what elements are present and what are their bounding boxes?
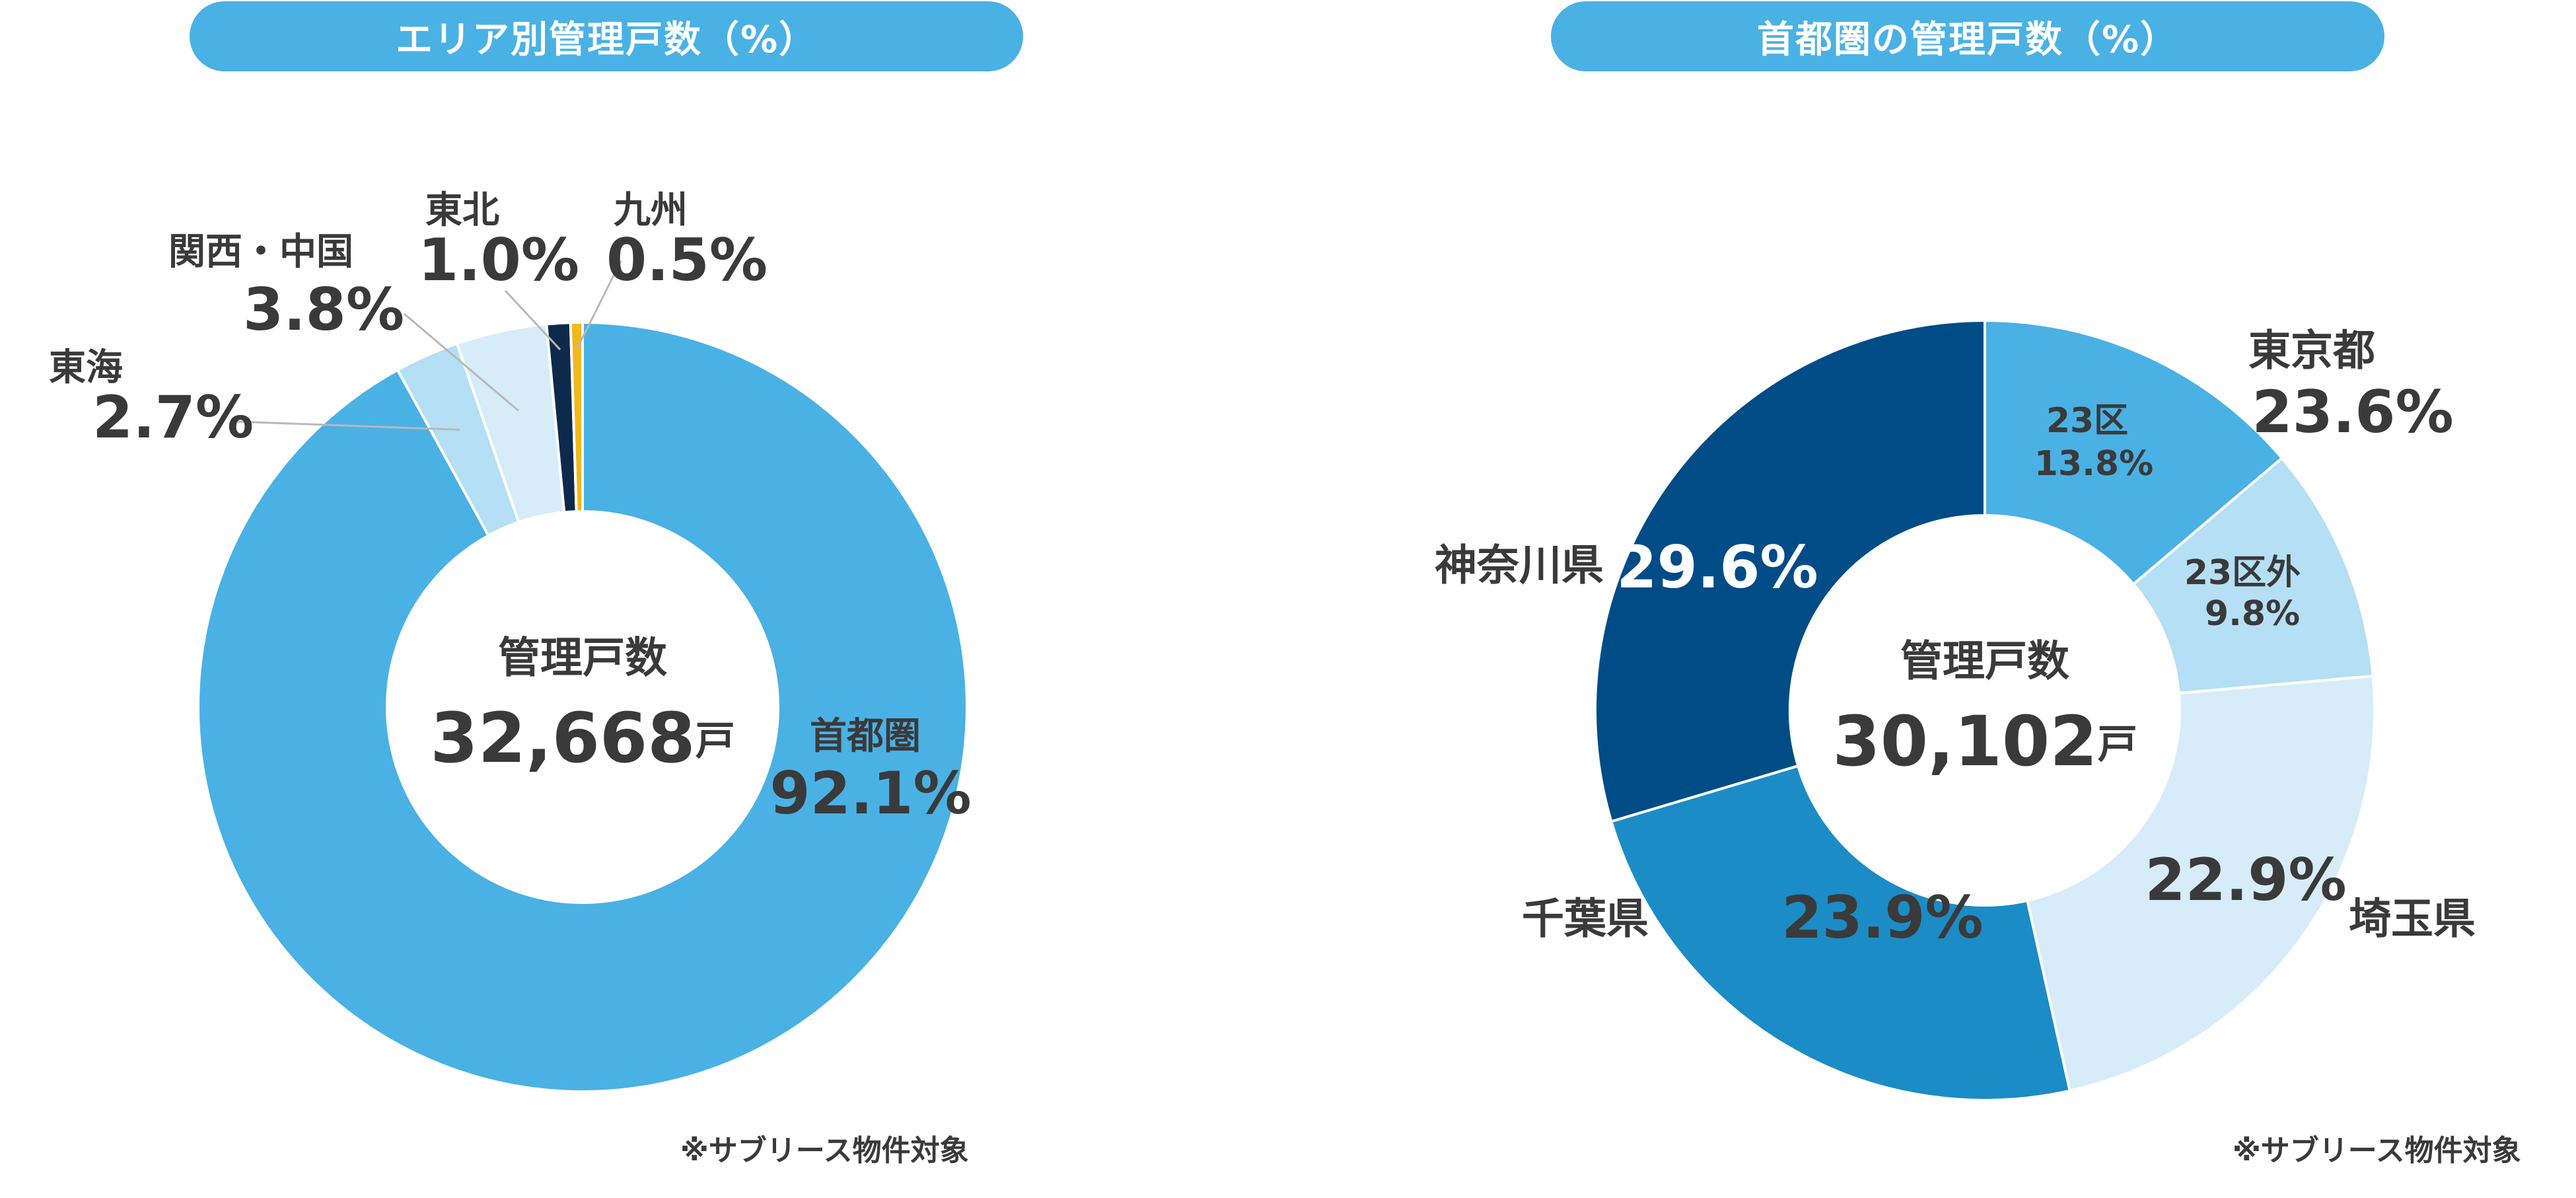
right-label-name-4: 千葉県 bbox=[1522, 895, 1649, 944]
left-center-label: 管理戸数 bbox=[498, 634, 667, 683]
left-label-name-4: 東北 bbox=[425, 189, 499, 232]
right-footnote: ※サブリース物件対象 bbox=[2233, 1134, 2521, 1168]
left-leader-line-2 bbox=[236, 420, 460, 431]
left-footnote: ※サブリース物件対象 bbox=[680, 1134, 969, 1168]
right-group-label-name: 東京都 bbox=[2248, 327, 2375, 376]
left-label-name-3: 関西・中国 bbox=[168, 231, 353, 274]
left-label-value-2: 2.7% bbox=[92, 383, 254, 451]
right-chart-title: 首都圏の管理戸数（%） bbox=[1551, 1, 2384, 71]
left-leader-line-5 bbox=[576, 260, 622, 350]
left-leader-line-4 bbox=[504, 289, 561, 351]
left-chart-title: エリア別管理戸数（%） bbox=[190, 1, 1023, 71]
slice-5 bbox=[569, 320, 584, 513]
slice-1 bbox=[197, 320, 968, 1093]
left-label-value-4: 1.0% bbox=[418, 226, 579, 294]
right-label-value-2: 9.8% bbox=[2205, 594, 2300, 634]
left-center-unit: 戸 bbox=[696, 718, 735, 765]
left-label-value-3: 3.8% bbox=[243, 276, 404, 344]
right-center-label: 管理戸数 bbox=[1900, 638, 2069, 687]
left-label-value-5: 0.5% bbox=[606, 226, 768, 294]
right-label-value-5: 29.6% bbox=[1616, 533, 1818, 601]
slice-4 bbox=[1609, 764, 2072, 1102]
left-label-name-1: 首都圏 bbox=[810, 715, 921, 758]
left-label-name-2: 東海 bbox=[49, 346, 123, 389]
left-label-name-5: 九州 bbox=[614, 189, 688, 232]
right-label-value-1: 13.8% bbox=[2034, 444, 2153, 484]
right-label-value-3: 22.9% bbox=[2145, 846, 2346, 914]
right-center-number: 30,102 bbox=[1832, 701, 2097, 782]
right-center-unit: 戸 bbox=[2098, 722, 2137, 768]
left-center-value: 32,668戸 bbox=[430, 698, 734, 778]
right-label-name-2: 23区外 bbox=[2184, 553, 2301, 593]
slice-2 bbox=[2131, 456, 2375, 695]
right-label-name-3: 埼玉県 bbox=[2349, 895, 2476, 944]
right-label-name-1: 23区 bbox=[2046, 401, 2128, 441]
right-group-label-value: 23.6% bbox=[2252, 378, 2453, 446]
slice-1 bbox=[1984, 318, 2284, 586]
slice-5 bbox=[1594, 318, 1986, 823]
slice-3 bbox=[2025, 675, 2376, 1093]
right-center-value: 30,102戸 bbox=[1832, 701, 2137, 782]
left-leader-line-3 bbox=[404, 313, 519, 412]
left-center-number: 32,668 bbox=[430, 698, 695, 778]
right-label-name-5: 神奈川県 bbox=[1435, 542, 1604, 591]
left-label-value-1: 92.1% bbox=[769, 759, 971, 827]
right-label-value-4: 23.9% bbox=[1781, 883, 1983, 952]
